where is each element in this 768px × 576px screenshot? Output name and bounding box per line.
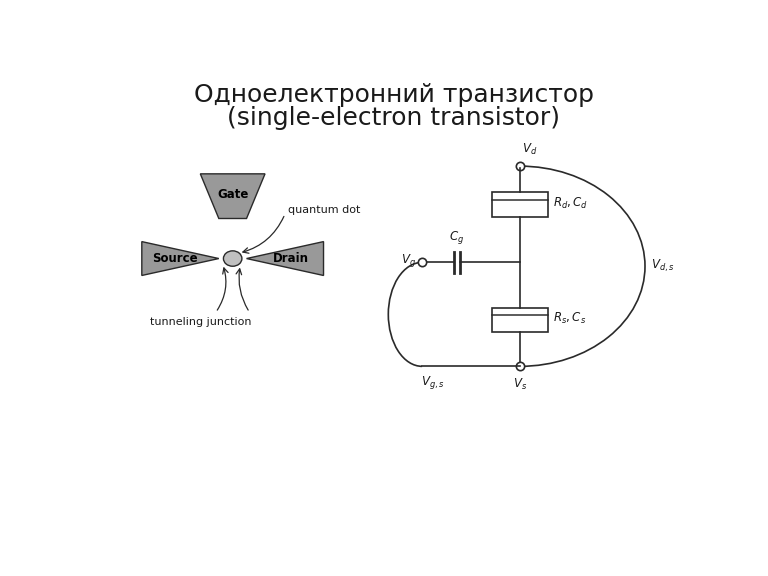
Text: tunneling junction: tunneling junction <box>150 317 251 327</box>
Text: $C_g$: $C_g$ <box>449 229 465 246</box>
Polygon shape <box>142 241 219 275</box>
Ellipse shape <box>223 251 242 266</box>
Text: $V_d$: $V_d$ <box>522 142 538 157</box>
Text: $R_d, C_d$: $R_d, C_d$ <box>553 195 588 211</box>
Text: Gate: Gate <box>217 188 248 201</box>
Text: Source: Source <box>152 252 197 265</box>
Text: Drain: Drain <box>273 252 309 265</box>
Text: $R_s, C_s$: $R_s, C_s$ <box>553 311 586 326</box>
Text: $V_{g,s}$: $V_{g,s}$ <box>421 374 444 391</box>
Text: (single-electron transistor): (single-electron transistor) <box>227 105 560 130</box>
Text: $V_{d,s}$: $V_{d,s}$ <box>651 258 675 274</box>
Bar <box>492 192 548 217</box>
Bar <box>492 308 548 332</box>
Text: Одноелектронний транзистор: Одноелектронний транзистор <box>194 82 594 107</box>
Text: quantum dot: quantum dot <box>288 205 360 215</box>
Text: $V_g$: $V_g$ <box>401 252 416 270</box>
Text: $V_s$: $V_s$ <box>513 377 527 392</box>
Polygon shape <box>247 241 323 275</box>
Polygon shape <box>200 174 265 218</box>
